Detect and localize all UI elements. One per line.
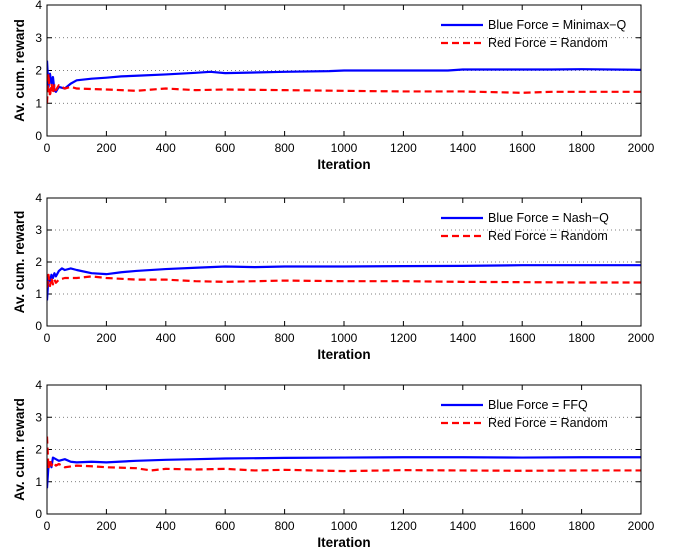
y-tick-label: 0 [35, 129, 42, 143]
y-tick-label: 3 [35, 410, 42, 424]
x-tick-label: 1400 [449, 519, 476, 533]
x-tick-label: 200 [96, 331, 116, 345]
legend: Blue Force = Minimax−Q Red Force = Random [441, 18, 627, 50]
x-tick-label: 2000 [628, 141, 655, 155]
x-tick-label: 1000 [331, 141, 358, 155]
legend-label: Blue Force = Minimax−Q [488, 18, 627, 32]
y-tick-label: 2 [35, 255, 42, 269]
y-tick-label: 2 [35, 64, 42, 78]
x-tick-label: 0 [44, 331, 51, 345]
y-axis-label: Av. cum. reward [12, 398, 27, 501]
x-tick-label: 2000 [628, 519, 655, 533]
y-tick-label: 0 [35, 319, 42, 333]
legend: Blue Force = FFQ Red Force = Random [441, 398, 608, 430]
legend: Blue Force = Nash−Q Red Force = Random [441, 211, 609, 243]
y-tick-label: 4 [35, 191, 42, 205]
x-tick-label: 1000 [331, 331, 358, 345]
y-axis-label: Av. cum. reward [12, 211, 27, 314]
y-tick-label: 2 [35, 443, 42, 457]
x-tick-label: 600 [215, 331, 235, 345]
x-tick-label: 600 [215, 141, 235, 155]
x-tick-label: 800 [275, 519, 295, 533]
x-tick-label: 400 [156, 141, 176, 155]
x-tick-label: 1600 [509, 331, 536, 345]
y-tick-label: 1 [35, 475, 42, 489]
y-tick-label: 0 [35, 507, 42, 521]
legend-label: Red Force = Random [488, 36, 608, 50]
y-axis-label: Av. cum. reward [12, 19, 27, 122]
plot-frame [46, 384, 642, 515]
plot-frame [46, 4, 642, 137]
x-tick-label: 200 [96, 141, 116, 155]
x-tick-label: 1800 [568, 331, 595, 345]
y-tick-label: 1 [35, 96, 42, 110]
x-tick-label: 1200 [390, 141, 417, 155]
chart-panel-3: 0 1 2 3 4 0 200 400 600 800 1000 1200 1400 1600 1800 20… [12, 378, 655, 550]
series-line-blue [47, 264, 641, 301]
x-tick-label: 1200 [390, 331, 417, 345]
x-tick-label: 800 [275, 141, 295, 155]
x-tick-label: 0 [44, 141, 51, 155]
legend-label: Red Force = Random [488, 416, 608, 430]
x-tick-label: 1400 [449, 141, 476, 155]
x-axis-label: Iteration [317, 347, 370, 362]
chart-panel-1: 0 1 2 3 4 0 200 400 600 800 1000 1200 1400 1600 1800 20… [12, 0, 655, 172]
x-tick-label: 1800 [568, 519, 595, 533]
plot-frame [46, 197, 642, 327]
x-tick-label: 1600 [509, 141, 536, 155]
x-tick-label: 400 [156, 331, 176, 345]
series-line-blue [47, 60, 641, 93]
series-line-blue [47, 456, 641, 489]
chart-panel-2: 0 1 2 3 4 0 200 400 600 800 1000 1200 1400 1600 1800 20… [12, 191, 655, 362]
x-tick-label: 2000 [628, 331, 655, 345]
y-tick-label: 3 [35, 31, 42, 45]
x-axis-label: Iteration [317, 535, 370, 550]
x-axis-label: Iteration [317, 157, 370, 172]
series-line-red [47, 72, 641, 104]
x-tick-label: 400 [156, 519, 176, 533]
x-tick-label: 0 [44, 519, 51, 533]
x-tick-label: 1600 [509, 519, 536, 533]
x-tick-label: 600 [215, 519, 235, 533]
y-tick-label: 1 [35, 287, 42, 301]
x-tick-label: 1200 [390, 519, 417, 533]
series-line-red [47, 436, 641, 473]
y-tick-label: 4 [35, 378, 42, 392]
x-tick-label: 800 [275, 331, 295, 345]
x-tick-label: 1000 [331, 519, 358, 533]
y-tick-label: 4 [35, 0, 42, 12]
legend-label: Red Force = Random [488, 229, 608, 243]
x-tick-label: 1400 [449, 331, 476, 345]
legend-label: Blue Force = Nash−Q [488, 211, 609, 225]
x-tick-label: 1800 [568, 141, 595, 155]
series-line-red [47, 273, 641, 288]
y-tick-label: 3 [35, 223, 42, 237]
x-tick-label: 200 [96, 519, 116, 533]
legend-label: Blue Force = FFQ [488, 398, 588, 412]
